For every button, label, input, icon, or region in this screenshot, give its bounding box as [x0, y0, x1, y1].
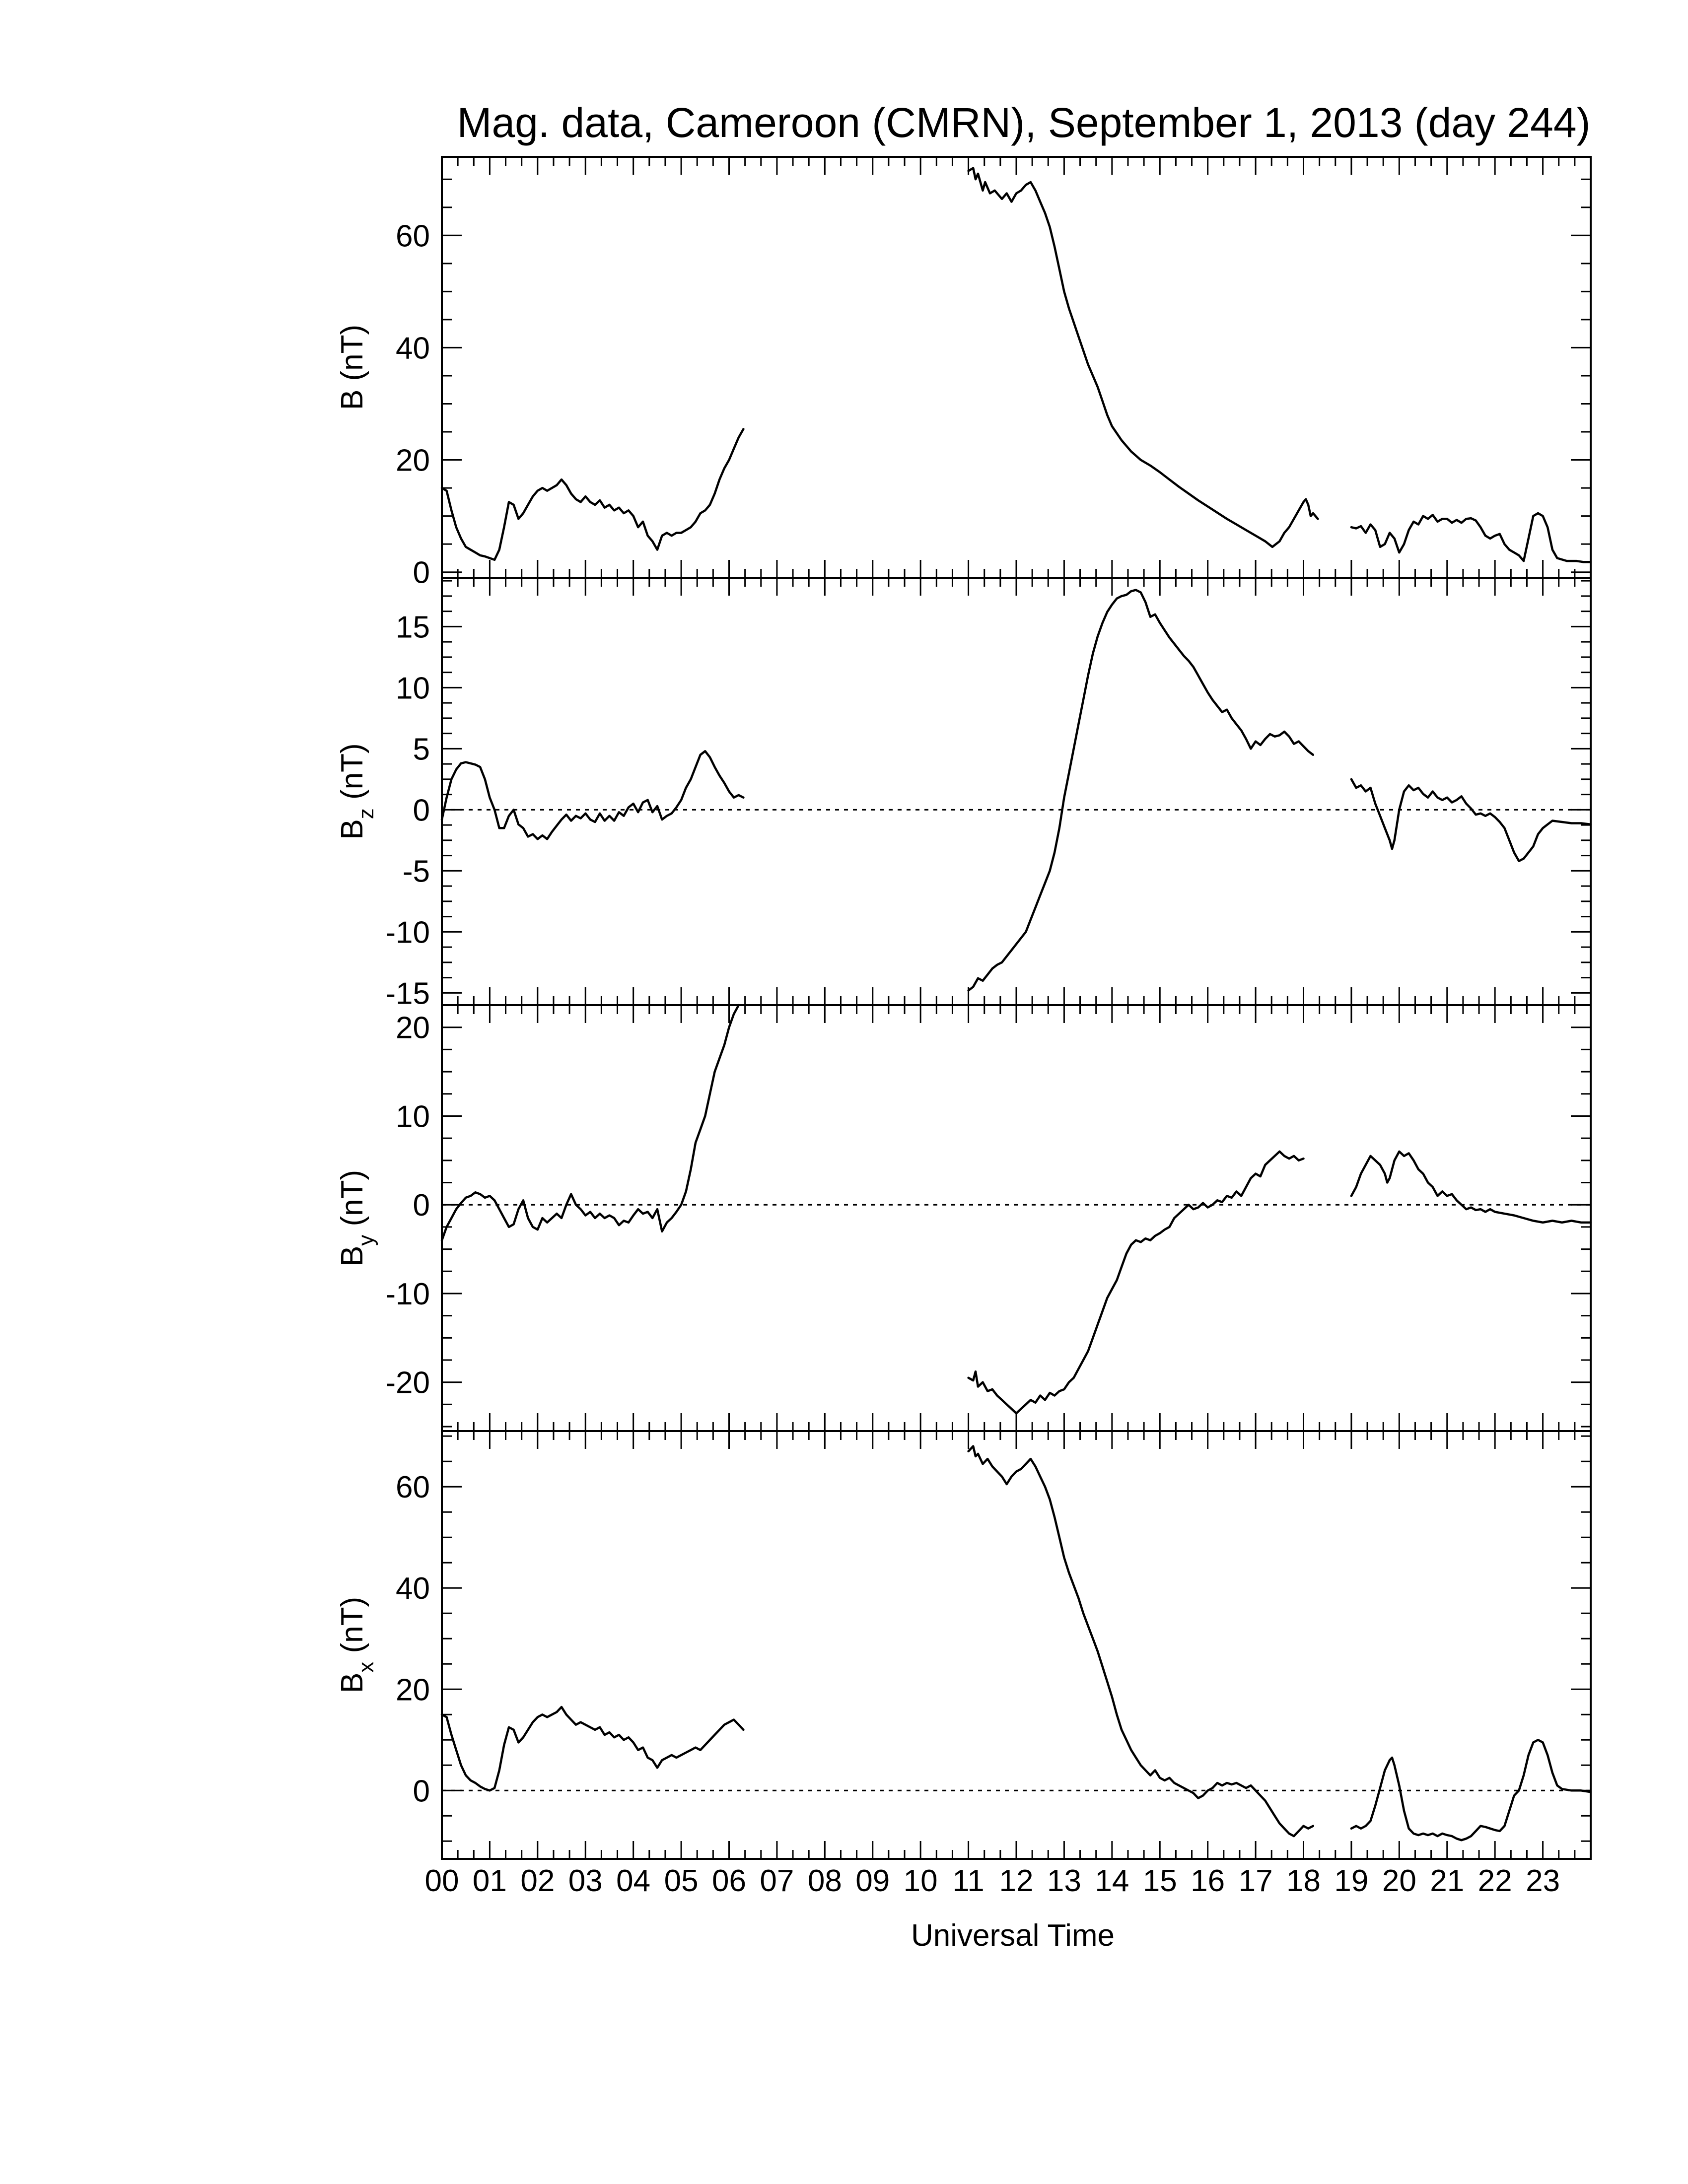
y-tick-label-Bz: 15: [396, 610, 430, 644]
y-tick-label-B: 0: [413, 556, 430, 590]
trace-Bz-segment-2: [967, 589, 1315, 992]
trace-Bz-segment-3: [1350, 778, 1592, 862]
x-tick-label: 03: [568, 1864, 603, 1898]
trace-By-segment-3: [1350, 1150, 1592, 1224]
x-tick-label: 21: [1430, 1864, 1464, 1898]
y-tick-label-Bz: 10: [396, 671, 430, 705]
y-tick-label-Bz: -5: [403, 854, 430, 888]
x-tick-label: 07: [760, 1864, 794, 1898]
trace-By-segment-1: [440, 1004, 740, 1241]
x-tick-label: 04: [616, 1864, 650, 1898]
y-tick-label-Bx: 60: [396, 1470, 430, 1504]
y-axis-label-B: B (nT): [335, 325, 369, 410]
y-tick-label-B: 20: [396, 444, 430, 478]
x-tick-label: 12: [999, 1864, 1034, 1898]
y-axis-label-Bx: Bx (nT): [335, 1597, 378, 1693]
x-tick-label: 10: [904, 1864, 938, 1898]
y-tick-label-B: 40: [396, 331, 430, 365]
y-tick-label-B: 60: [396, 219, 430, 253]
x-tick-label: 01: [473, 1864, 507, 1898]
y-tick-label-By: -20: [385, 1366, 430, 1400]
y-tick-label-Bx: 40: [396, 1571, 430, 1606]
x-tick-label: 16: [1191, 1864, 1225, 1898]
y-axis-label-Bz: Bz (nT): [335, 743, 378, 839]
x-tick-label: 14: [1095, 1864, 1129, 1898]
x-tick-labels: 00 01 02 03 04 05 06 07 08 09 10 11 12 13 14 15 16 17 18 19…: [425, 1864, 1560, 1898]
panel-frame-Bz: [441, 577, 1592, 1006]
x-tick-label: 23: [1526, 1864, 1560, 1898]
trace-Bz-segment-1: [440, 750, 745, 840]
y-tick-label-Bx: 0: [413, 1774, 430, 1808]
x-tick-label: 18: [1286, 1864, 1321, 1898]
y-tick-label-By: 10: [396, 1099, 430, 1134]
trace-Bx-segment-1: [440, 1706, 745, 1792]
y-tick-label-By: 0: [413, 1188, 430, 1223]
x-tick-label: 08: [808, 1864, 842, 1898]
x-tick-label: 00: [425, 1864, 459, 1898]
y-tick-label-By: 20: [396, 1011, 430, 1045]
panel-frame-B: [441, 156, 1592, 579]
x-tick-label: 20: [1382, 1864, 1416, 1898]
panel-B: 0 20 40 60 B (nT): [335, 156, 1592, 590]
x-tick-label: 11: [952, 1864, 984, 1898]
trace-B-segment-3: [1350, 512, 1592, 563]
panel-frame-Bx: [441, 1430, 1592, 1860]
x-tick-label: 05: [664, 1864, 699, 1898]
y-tick-label-By: -10: [385, 1277, 430, 1311]
y-tick-label-Bz: 0: [413, 793, 430, 827]
panel-By: -20 -10 0 10 20 By (nT): [335, 1004, 1592, 1432]
x-tick-label: 19: [1334, 1864, 1368, 1898]
trace-B-segment-2: [967, 167, 1319, 548]
x-tick-label: 06: [712, 1864, 746, 1898]
y-tick-label-Bx: 20: [396, 1673, 430, 1707]
x-tick-label: 02: [520, 1864, 555, 1898]
y-tick-label-Bz: 5: [413, 732, 430, 766]
panels-group: 0 20 40 60 B (nT) -15 -10 -5 0 5 10 15 Bz (nT) -20 -10…: [335, 156, 1592, 1860]
x-tick-label: 09: [855, 1864, 890, 1898]
panel-Bx: 0 20 40 60 Bx (nT): [335, 1430, 1592, 1860]
x-tick-label: 15: [1143, 1864, 1177, 1898]
trace-By-segment-2: [967, 1150, 1305, 1415]
x-tick-label: 13: [1047, 1864, 1081, 1898]
panel-Bz: -15 -10 -5 0 5 10 15 Bz (nT): [335, 577, 1592, 1011]
trace-Bx-segment-2: [967, 1445, 1315, 1838]
chart-title: Mag. data, Cameroon (CMRN), September 1,…: [457, 99, 1590, 146]
trace-B-segment-1: [440, 428, 745, 561]
x-tick-label: 22: [1478, 1864, 1512, 1898]
y-axis-label-By: By (nT): [335, 1170, 378, 1266]
y-tick-label-Bz: -15: [385, 976, 430, 1011]
x-axis-label: Universal Time: [911, 1918, 1115, 1953]
x-tick-label: 17: [1239, 1864, 1273, 1898]
y-tick-label-Bz: -10: [385, 915, 430, 950]
trace-Bx-segment-3: [1350, 1739, 1592, 1842]
